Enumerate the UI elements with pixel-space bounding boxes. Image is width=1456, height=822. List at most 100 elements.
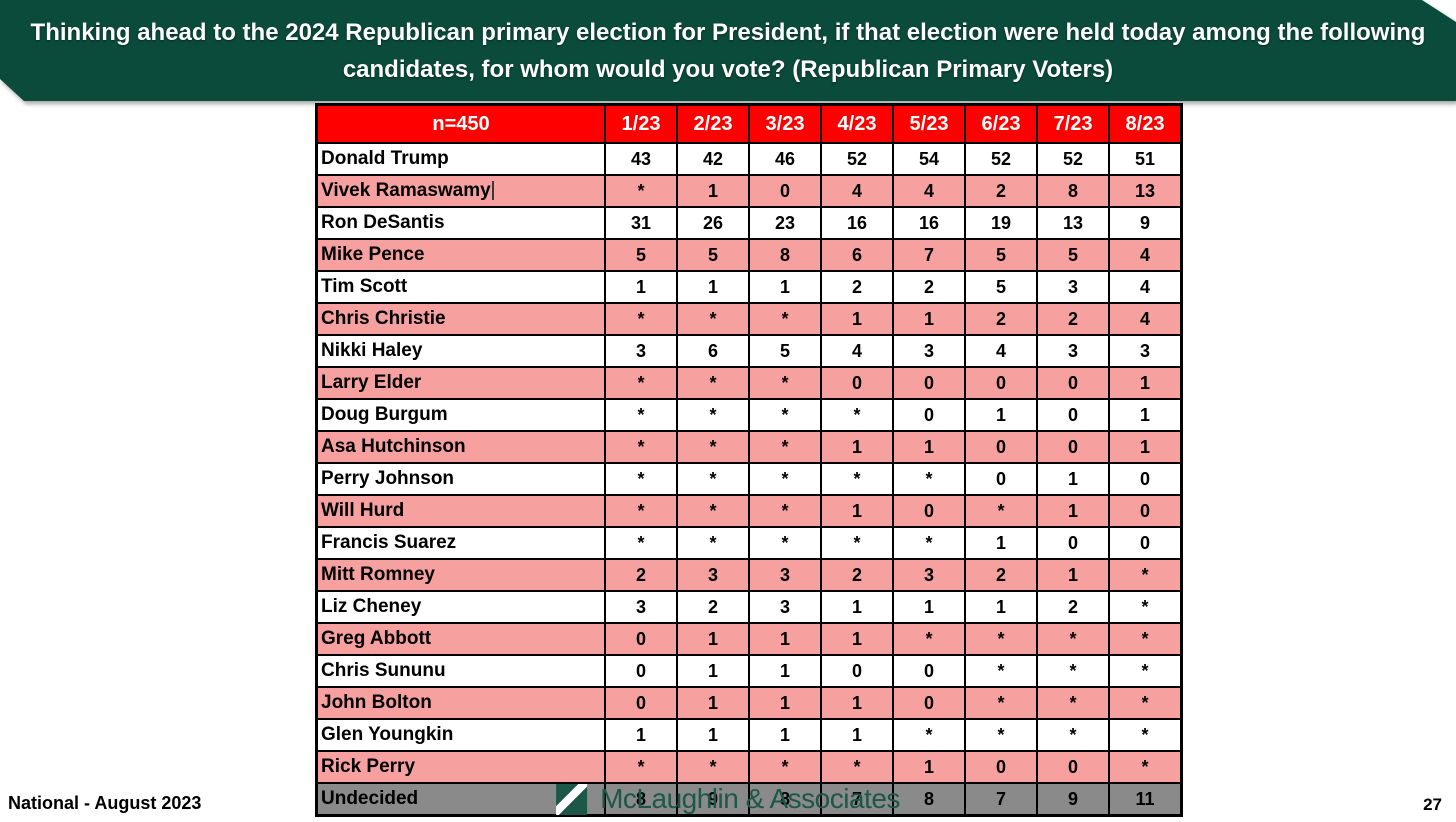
value-cell: * <box>604 302 678 336</box>
value-cell: 0 <box>892 686 966 720</box>
value-cell: * <box>964 718 1038 752</box>
value-cell: 1 <box>892 590 966 624</box>
poll-results-table: n=450 1/23 2/23 3/23 4/23 5/23 6/23 7/23 8/23 D… <box>315 103 1183 817</box>
value-cell: * <box>676 750 750 784</box>
value-cell: 9 <box>1108 206 1183 240</box>
table-row: Mitt Romney 2 3 3 2 3 2 1 * <box>315 558 1183 592</box>
month-column-header: 3/23 <box>748 103 822 144</box>
value-cell: 1 <box>820 622 894 656</box>
value-cell: 1 <box>748 718 822 752</box>
value-cell: * <box>1108 622 1183 656</box>
value-cell: 1 <box>748 686 822 720</box>
value-cell: 42 <box>676 142 750 176</box>
value-cell: 1 <box>892 430 966 464</box>
value-cell: 3 <box>892 558 966 592</box>
value-cell: 8 <box>748 238 822 272</box>
table-row: Ron DeSantis 31 26 23 16 16 19 13 9 <box>315 206 1183 240</box>
value-cell: 1 <box>964 398 1038 432</box>
value-cell: 0 <box>748 174 822 208</box>
table-row: Rick Perry * * * * 1 0 0 * <box>315 750 1183 784</box>
value-cell: 5 <box>748 334 822 368</box>
value-cell: * <box>748 526 822 560</box>
value-cell: 1 <box>820 494 894 528</box>
value-cell: 0 <box>1108 494 1183 528</box>
value-cell: * <box>604 398 678 432</box>
candidate-name-cell: Rick Perry <box>315 750 606 784</box>
value-cell: 4 <box>820 174 894 208</box>
value-cell: * <box>892 526 966 560</box>
value-cell: * <box>1108 750 1183 784</box>
value-cell: * <box>1108 590 1183 624</box>
sample-size-header: n=450 <box>315 103 606 144</box>
value-cell: 8 <box>892 782 966 817</box>
value-cell: 2 <box>820 270 894 304</box>
month-column-header: 5/23 <box>892 103 966 144</box>
value-cell: * <box>892 622 966 656</box>
value-cell: * <box>676 398 750 432</box>
table-row: Chris Sununu 0 1 1 0 0 * * * <box>315 654 1183 688</box>
candidate-name-cell: Francis Suarez <box>315 526 606 560</box>
value-cell: 23 <box>748 206 822 240</box>
value-cell: 5 <box>964 238 1038 272</box>
month-column-header: 2/23 <box>676 103 750 144</box>
candidate-name-cell: Asa Hutchinson <box>315 430 606 464</box>
candidate-name-cell: Ron DeSantis <box>315 206 606 240</box>
value-cell: * <box>820 526 894 560</box>
value-cell: * <box>604 366 678 400</box>
value-cell: 1 <box>820 302 894 336</box>
value-cell: * <box>1108 686 1183 720</box>
value-cell: 7 <box>892 238 966 272</box>
value-cell: * <box>604 174 678 208</box>
value-cell: 0 <box>1108 526 1183 560</box>
logo-text: McLaughlin & Associates <box>600 783 900 814</box>
value-cell: * <box>820 398 894 432</box>
value-cell: * <box>820 750 894 784</box>
candidate-name-cell: Greg Abbott <box>315 622 606 656</box>
value-cell: * <box>964 622 1038 656</box>
value-cell: 13 <box>1036 206 1110 240</box>
value-cell: 7 <box>820 782 894 817</box>
value-cell: 4 <box>892 174 966 208</box>
candidate-name-cell: Chris Christie <box>315 302 606 336</box>
title-banner-shape: Thinking ahead to the 2024 Republican pr… <box>0 0 1456 101</box>
value-cell: 9 <box>1036 782 1110 817</box>
value-cell: 1 <box>748 270 822 304</box>
month-column-header: 8/23 <box>1108 103 1183 144</box>
value-cell: 2 <box>820 558 894 592</box>
value-cell: 4 <box>1108 302 1183 336</box>
value-cell: 52 <box>820 142 894 176</box>
candidate-name-cell: Vivek Ramaswamy <box>315 174 606 208</box>
value-cell: 8 <box>1036 174 1110 208</box>
value-cell: * <box>1036 686 1110 720</box>
value-cell: 0 <box>1036 430 1110 464</box>
value-cell: 0 <box>964 430 1038 464</box>
candidate-name-cell: Larry Elder <box>315 366 606 400</box>
value-cell: 2 <box>892 270 966 304</box>
value-cell: 3 <box>604 590 678 624</box>
value-cell: 2 <box>676 590 750 624</box>
value-cell: 0 <box>820 654 894 688</box>
value-cell: * <box>676 366 750 400</box>
value-cell: 51 <box>1108 142 1183 176</box>
value-cell: 4 <box>964 334 1038 368</box>
table-row: Vivek Ramaswamy * 1 0 4 4 2 8 13 <box>315 174 1183 208</box>
value-cell: 0 <box>964 750 1038 784</box>
value-cell: 1 <box>676 718 750 752</box>
value-cell: 5 <box>964 270 1038 304</box>
value-cell: * <box>604 462 678 496</box>
value-cell: 5 <box>1036 238 1110 272</box>
value-cell: * <box>676 494 750 528</box>
value-cell: 16 <box>820 206 894 240</box>
value-cell: 1 <box>892 750 966 784</box>
value-cell: 8 <box>748 782 822 817</box>
value-cell: 1 <box>820 430 894 464</box>
value-cell: * <box>676 526 750 560</box>
table-row: Francis Suarez * * * * * 1 0 0 <box>315 526 1183 560</box>
value-cell: * <box>892 718 966 752</box>
value-cell: 1 <box>604 718 678 752</box>
value-cell: 3 <box>748 590 822 624</box>
value-cell: 3 <box>676 558 750 592</box>
value-cell: 2 <box>964 302 1038 336</box>
value-cell: * <box>748 430 822 464</box>
candidate-name-cell: Mitt Romney <box>315 558 606 592</box>
